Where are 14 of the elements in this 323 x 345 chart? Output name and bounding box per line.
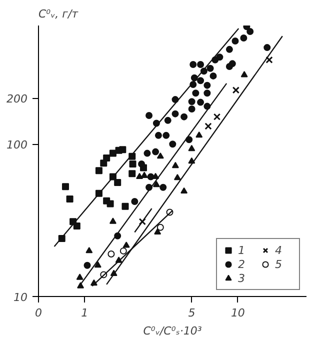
- y-tick-label: 100: [6, 138, 28, 152]
- legend-label: 2: [238, 257, 246, 271]
- x-axis-title: C⁰ᵥ/C⁰ₛ·10³: [143, 324, 202, 338]
- x-tick-label: 0: [35, 306, 42, 320]
- x-tick-label: 5: [188, 306, 196, 320]
- y-tick-label: 10: [14, 291, 28, 304]
- y-tick-label: 200: [6, 92, 28, 106]
- legend-label: 1: [238, 243, 246, 257]
- legend-label: 4: [275, 243, 283, 257]
- legend-label: 3: [238, 271, 246, 285]
- legend-label: 5: [275, 257, 283, 271]
- x-tick-label: 10: [230, 306, 245, 320]
- y-axis-title: C⁰ᵥ, г/т: [38, 8, 79, 20]
- x-tick-label: 1: [81, 306, 88, 320]
